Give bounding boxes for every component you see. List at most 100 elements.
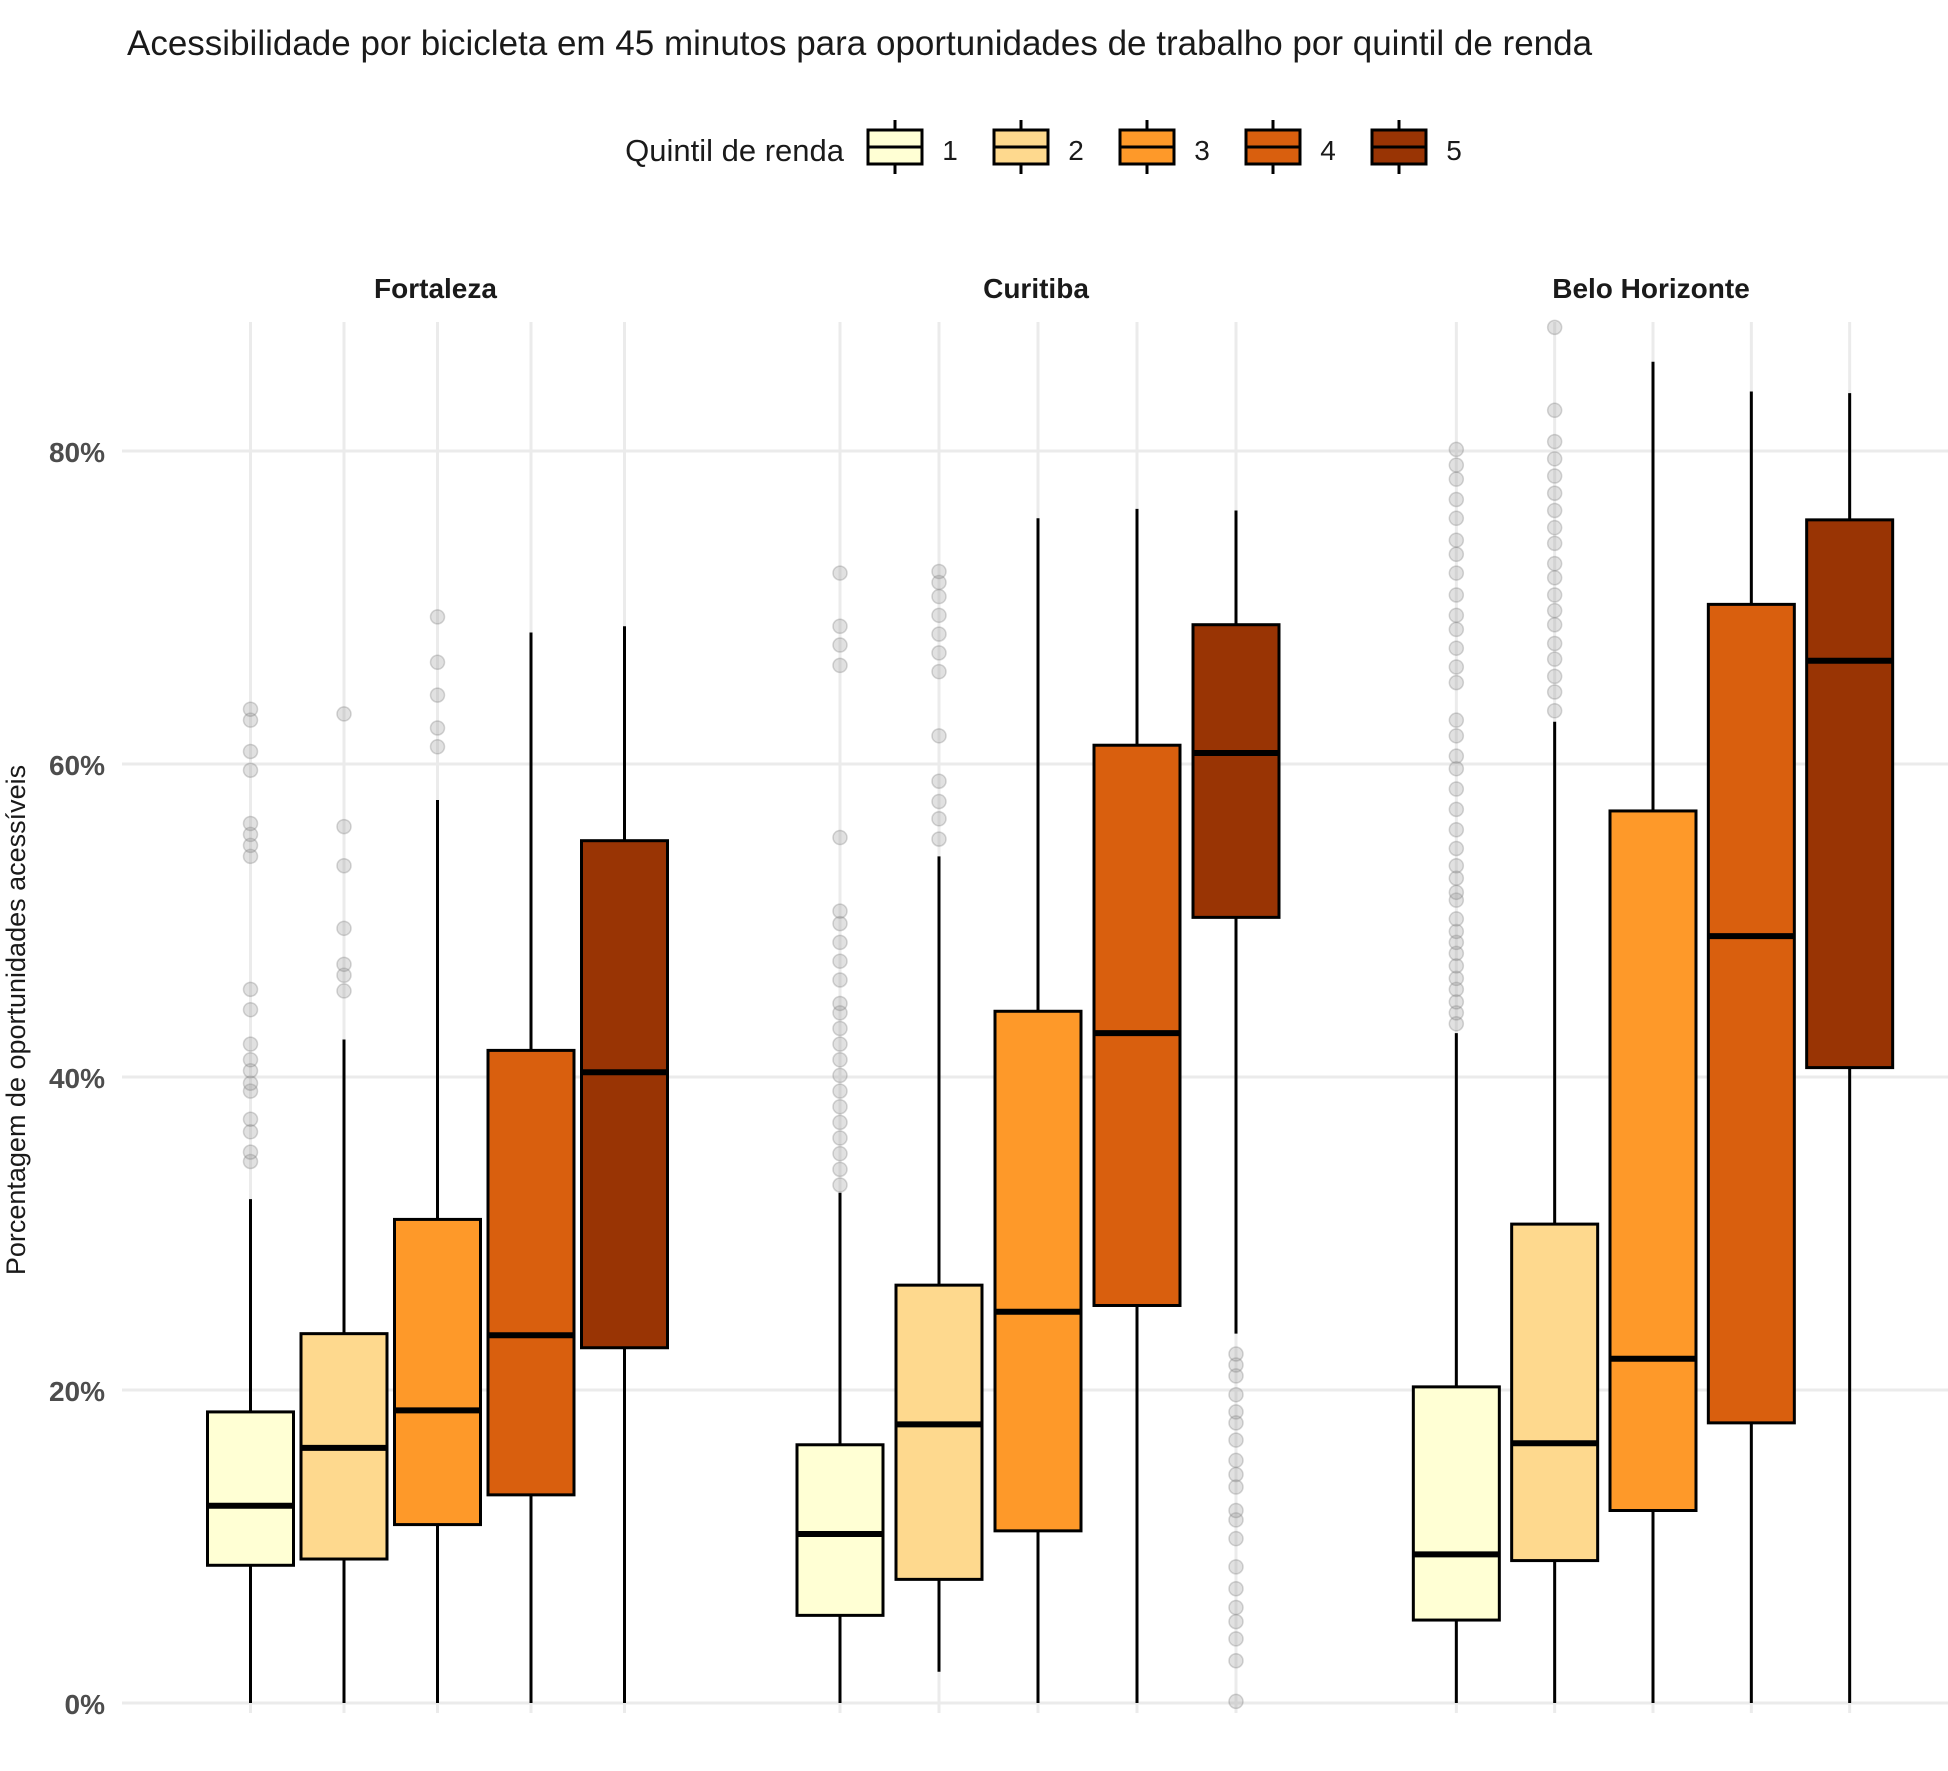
outlier-point: [931, 728, 947, 744]
box-fortaleza-q2: [299, 706, 389, 1703]
legend-item-5: 5: [1370, 120, 1462, 174]
outlier-point: [1448, 1016, 1465, 1032]
outlier-point: [1448, 712, 1465, 728]
outlier-point: [1448, 607, 1465, 624]
outlier-point: [1546, 703, 1563, 719]
y-tick-label: 40%: [49, 1063, 105, 1094]
legend-item-4: 4: [1244, 120, 1336, 174]
outlier-point: [832, 1098, 848, 1115]
box-curitiba-q4: [1092, 508, 1182, 1703]
facet-panel-curitiba: Curitiba: [706, 273, 1335, 1713]
y-axis-label: Porcentagem de oportunidades acessíveis: [1, 765, 31, 1275]
outlier-point: [931, 663, 947, 680]
outlier-point: [336, 920, 352, 937]
facet-panel-belo-horizonte: Belo Horizonte: [1323, 273, 1948, 1713]
outlier-point: [1448, 587, 1465, 603]
outlier-point: [1228, 1693, 1244, 1710]
outlier-point: [832, 618, 848, 635]
y-tick-label: 0%: [65, 1689, 106, 1720]
legend-label-2: 2: [1068, 135, 1084, 166]
outlier-point: [931, 563, 947, 580]
outlier-point: [832, 1083, 848, 1099]
outlier-point: [1448, 911, 1465, 927]
legend: Quintil de renda 1 2 3 4 5: [625, 120, 1462, 174]
outlier-point: [1448, 565, 1465, 581]
outlier-point: [429, 720, 446, 736]
outlier-point: [1546, 555, 1563, 572]
legend-item-1: 1: [866, 120, 958, 174]
legend-item-2: 2: [992, 120, 1084, 174]
box-belo-horizonte-q1: [1411, 441, 1501, 1703]
outlier-point: [242, 1144, 259, 1160]
outlier-point: [242, 1052, 259, 1068]
box-curitiba-q1: [795, 565, 885, 1703]
box-belo-horizonte-q4: [1706, 391, 1796, 1703]
outlier-point: [336, 983, 352, 999]
outlier-point: [1448, 621, 1465, 638]
outlier-point: [931, 574, 947, 591]
outlier-point: [242, 826, 259, 843]
outlier-point: [1546, 668, 1563, 685]
legend-label-4: 4: [1320, 135, 1336, 166]
outlier-point: [1448, 457, 1465, 473]
outlier-point: [832, 829, 848, 846]
outlier-point: [832, 565, 848, 581]
outlier-point: [1546, 587, 1563, 603]
outlier-point: [931, 626, 947, 642]
outlier-point: [1546, 519, 1563, 536]
outlier-point: [1448, 546, 1465, 563]
outlier-point: [1228, 1432, 1244, 1448]
outlier-point: [1546, 433, 1563, 450]
outlier-point: [832, 1114, 848, 1131]
outlier-point: [1448, 870, 1465, 886]
outlier-point: [429, 739, 446, 755]
outlier-point: [242, 743, 259, 760]
outlier-point: [931, 588, 947, 605]
outlier-point: [336, 706, 352, 722]
outlier-point: [1448, 840, 1465, 857]
outlier-point: [242, 1001, 259, 1018]
outlier-point: [931, 773, 947, 789]
outlier-point: [832, 953, 848, 969]
outlier-point: [1448, 728, 1465, 744]
box-belo-horizonte-q5: [1805, 393, 1895, 1703]
outlier-point: [1546, 402, 1563, 419]
outlier-point: [1448, 981, 1465, 998]
outlier-point: [1228, 1502, 1244, 1519]
outlier-point: [931, 831, 947, 847]
chart-title: Acessibilidade por bicicleta em 45 minut…: [127, 24, 1593, 63]
outlier-point: [1228, 1368, 1244, 1384]
outlier-point: [1228, 1530, 1244, 1547]
outlier-point: [1228, 1512, 1244, 1528]
outlier-point: [1228, 1386, 1244, 1403]
box-iqr: [1191, 623, 1281, 919]
outlier-point: [1448, 510, 1465, 527]
outlier-point: [1448, 801, 1465, 818]
box-iqr: [1706, 602, 1796, 1425]
outlier-point: [931, 607, 947, 624]
box-iqr: [1805, 518, 1895, 1070]
outlier-point: [242, 1062, 259, 1079]
outlier-point: [1448, 659, 1465, 675]
outlier-point: [832, 1020, 848, 1037]
box-fortaleza-q3: [393, 609, 482, 1703]
outlier-point: [1448, 857, 1465, 874]
outlier-point: [1448, 748, 1465, 764]
outlier-point: [1546, 602, 1563, 619]
legend-label-1: 1: [942, 135, 958, 166]
outlier-point: [1448, 441, 1465, 458]
outlier-point: [1448, 471, 1465, 487]
box-iqr: [1510, 1222, 1600, 1563]
outlier-point: [336, 956, 352, 973]
outlier-point: [1228, 1613, 1244, 1630]
outlier-point: [1228, 1404, 1244, 1420]
outlier-point: [1546, 616, 1563, 633]
outlier-point: [1448, 491, 1465, 508]
y-tick-label: 80%: [49, 437, 105, 468]
outlier-point: [1546, 684, 1563, 700]
box-iqr: [894, 1283, 984, 1581]
outlier-point: [1448, 821, 1465, 838]
outlier-point: [1448, 970, 1465, 987]
outlier-point: [242, 1124, 259, 1140]
outlier-point: [1448, 781, 1465, 797]
